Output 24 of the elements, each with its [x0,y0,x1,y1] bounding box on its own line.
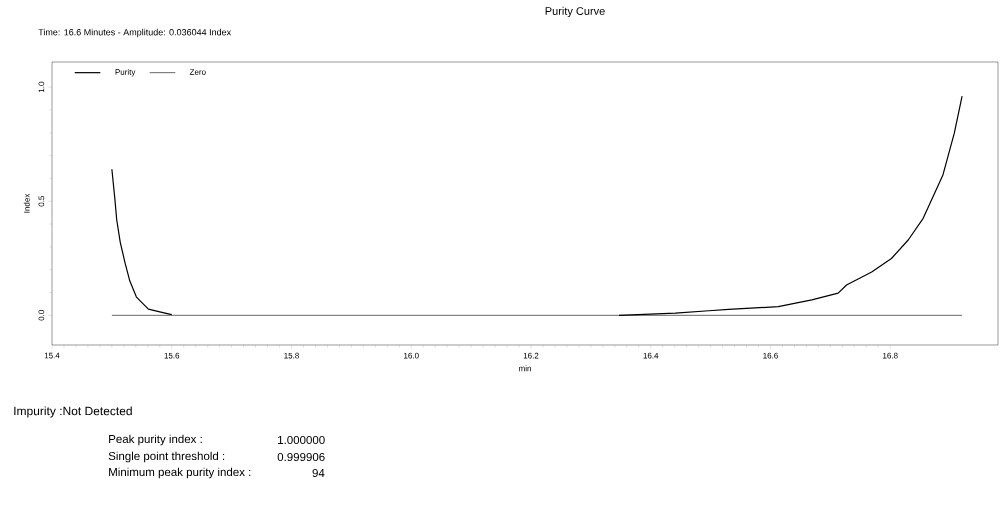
chart-title: Purity Curve [545,6,605,18]
x-tick-label: 16.2 [523,352,539,359]
legend-label: Purity [115,69,136,77]
text: Single point threshold : [108,451,225,463]
text: 1.000000 [278,435,325,445]
text: Impurity :Not Detected [14,406,132,418]
x-tick-label: 16.4 [643,352,659,359]
text: Minimum peak purity index : [109,467,251,479]
y-tick-label: 0.0 [38,310,45,321]
x-tick-label: 16.0 [404,352,419,359]
y-tick-label: 0.5 [38,195,45,207]
x-tick-label: 15.4 [44,352,60,359]
legend-label: Zero [189,69,206,75]
x-tick-label: 15.6 [164,352,180,359]
x-tick-label: 16.6 [763,352,778,359]
x-tick-label: 15.8 [284,352,299,359]
y-axis-title: Index [23,193,30,213]
x-axis-title: min [519,365,531,372]
text: 0.999906 [277,452,325,462]
x-tick-label: 16.8 [883,352,898,359]
text: 94 [312,468,325,478]
y-tick-label: 1.0 [38,81,45,93]
text: Peak purity index : [109,434,202,446]
text: Time: 16.6 Minutes - Amplitude: 0.036044 Index [38,28,232,38]
